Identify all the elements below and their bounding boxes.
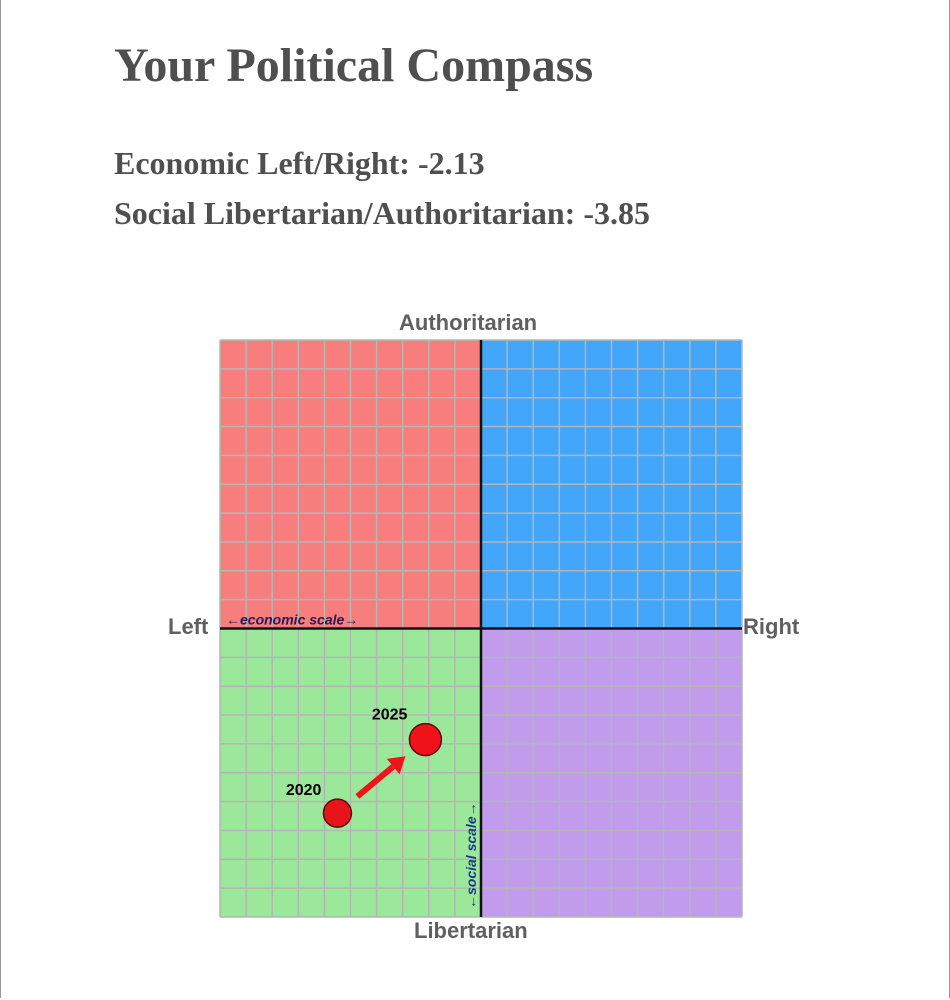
point-2020 [322, 798, 353, 828]
social-score: Social Libertarian/Authoritarian: -3.85 [114, 195, 650, 232]
page-title: Your Political Compass [114, 39, 594, 92]
economic-value: -2.13 [417, 145, 485, 181]
axis-label-top: Authoritarian [399, 310, 538, 335]
point-label-2025: 2025 [372, 707, 408, 724]
point-2025 [408, 722, 443, 757]
economic-score: Economic Left/Right: -2.13 [114, 145, 485, 182]
arrow-head [386, 756, 406, 775]
point-label-2020: 2020 [286, 782, 322, 799]
arrow-shaft [355, 764, 396, 799]
social-label: Social Libertarian/Authoritarian: [114, 195, 576, 231]
economic-label: Economic Left/Right: [114, 145, 410, 181]
social-scale-label: ←social scale→ [463, 802, 479, 909]
axis-label-bottom: Libertarian [414, 918, 528, 943]
social-value: -3.85 [583, 195, 650, 231]
axis-label-right: Right [743, 614, 800, 639]
axis-label-left: Left [168, 614, 209, 639]
economic-scale-label: ←economic scale→ [226, 612, 358, 628]
